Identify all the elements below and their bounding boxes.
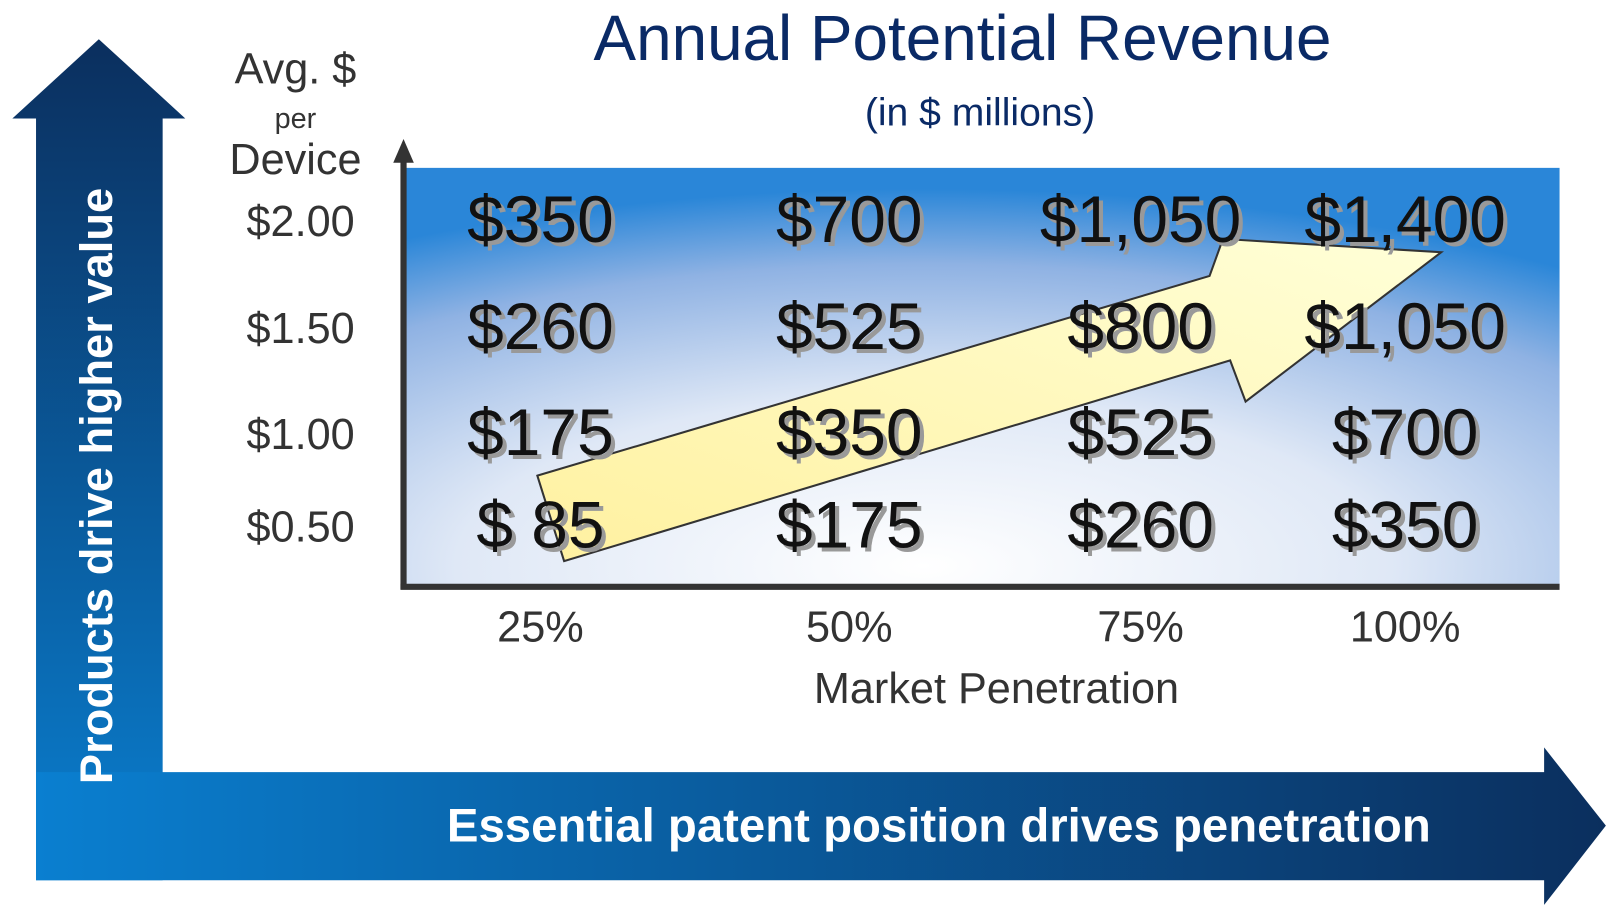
cell-shadow: $260	[1071, 492, 1218, 566]
cell-value: $ 85	[476, 488, 604, 562]
column-label: 75%	[1097, 603, 1184, 651]
cell-value: $175	[776, 488, 923, 562]
column-label: 50%	[806, 603, 893, 651]
column-label: 25%	[497, 603, 584, 651]
row-label: $0.50	[247, 504, 355, 552]
y-axis-label: per	[275, 103, 317, 135]
cell-shadow: $800	[1071, 293, 1218, 367]
cell-value: $175	[467, 395, 614, 469]
cell-value: $350	[776, 395, 923, 469]
row-label: $1.00	[247, 411, 355, 459]
title: Annual Potential Revenue	[594, 2, 1332, 74]
cell-value: $260	[467, 289, 614, 363]
y-axis-label: Avg. $	[235, 46, 357, 94]
cell-value: $260	[1067, 488, 1214, 562]
x-axis-label: Market Penetration	[814, 665, 1179, 713]
cell-shadow: $1,400	[1309, 186, 1511, 260]
vertical-arrow	[12, 39, 186, 881]
cell-value: $525	[1067, 395, 1214, 469]
trend-arrow	[536, 237, 1444, 563]
y-axis-label: Device	[229, 136, 361, 184]
row-label: $1.50	[247, 305, 355, 353]
cell-value: $700	[1332, 395, 1479, 469]
cell-shadow: $1,050	[1309, 293, 1511, 367]
cell-shadow: $525	[1071, 399, 1218, 473]
cell-value: $700	[776, 182, 923, 256]
cell-shadow: $350	[780, 399, 927, 473]
horizontal-arrow	[36, 747, 1606, 905]
vertical-arrow-label: Products drive higher value	[71, 188, 122, 784]
cell-value: $525	[776, 289, 923, 363]
cell-shadow: $175	[780, 492, 927, 566]
cell-value: $350	[1332, 488, 1479, 562]
row-label: $2.00	[247, 198, 355, 246]
cell-shadow: $350	[1336, 492, 1483, 566]
cell-shadow: $260	[471, 293, 618, 367]
cell-shadow: $175	[471, 399, 618, 473]
subtitle: (in $ millions)	[865, 92, 1095, 135]
cell-shadow: $ 85	[480, 492, 608, 566]
cell-value: $800	[1067, 289, 1214, 363]
cell-value: $350	[467, 182, 614, 256]
cell-shadow: $525	[780, 293, 927, 367]
cell-value: $1,400	[1304, 182, 1506, 256]
axis-arrowhead	[393, 139, 414, 163]
cell-value: $1,050	[1304, 289, 1506, 363]
cell-shadow: $1,050	[1044, 186, 1246, 260]
cell-shadow: $700	[1336, 399, 1483, 473]
column-label: 100%	[1350, 603, 1461, 651]
cell-shadow: $350	[471, 186, 618, 260]
cell-shadow: $700	[780, 186, 927, 260]
cell-value: $1,050	[1040, 182, 1242, 256]
horizontal-arrow-label: Essential patent position drives penetra…	[447, 799, 1431, 852]
